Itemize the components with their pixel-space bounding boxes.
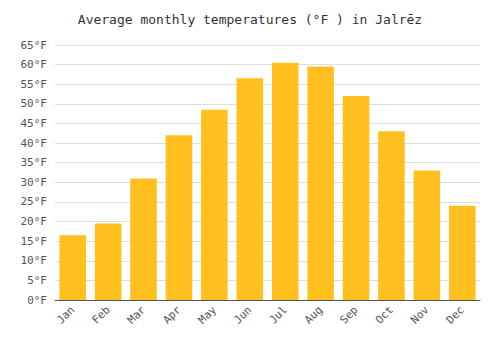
svg-text:Jan: Jan <box>54 303 77 326</box>
svg-text:60°F: 60°F <box>21 58 48 71</box>
svg-text:Nov: Nov <box>408 303 431 326</box>
svg-text:Jul: Jul <box>267 303 290 326</box>
svg-text:May: May <box>196 303 219 326</box>
svg-text:30°F: 30°F <box>21 176 48 189</box>
svg-text:35°F: 35°F <box>21 156 48 169</box>
svg-text:40°F: 40°F <box>21 137 48 150</box>
svg-text:65°F: 65°F <box>21 39 48 52</box>
svg-text:10°F: 10°F <box>21 254 48 267</box>
svg-text:5°F: 5°F <box>27 274 47 287</box>
svg-text:Oct: Oct <box>373 303 396 326</box>
svg-text:Dec: Dec <box>444 303 467 326</box>
svg-text:20°F: 20°F <box>21 215 48 228</box>
svg-text:Feb: Feb <box>89 303 112 326</box>
svg-text:Average monthly temperatures (: Average monthly temperatures (°F ) in Ja… <box>78 12 422 27</box>
svg-text:55°F: 55°F <box>21 78 48 91</box>
svg-text:15°F: 15°F <box>21 235 48 248</box>
svg-text:45°F: 45°F <box>21 117 48 130</box>
svg-text:Mar: Mar <box>125 303 148 326</box>
svg-text:Sep: Sep <box>337 303 360 326</box>
svg-text:50°F: 50°F <box>21 97 48 110</box>
svg-text:Jun: Jun <box>231 303 254 326</box>
svg-text:25°F: 25°F <box>21 195 48 208</box>
svg-text:0°F: 0°F <box>27 294 47 307</box>
svg-text:Aug: Aug <box>302 303 325 326</box>
svg-text:Apr: Apr <box>160 303 183 326</box>
